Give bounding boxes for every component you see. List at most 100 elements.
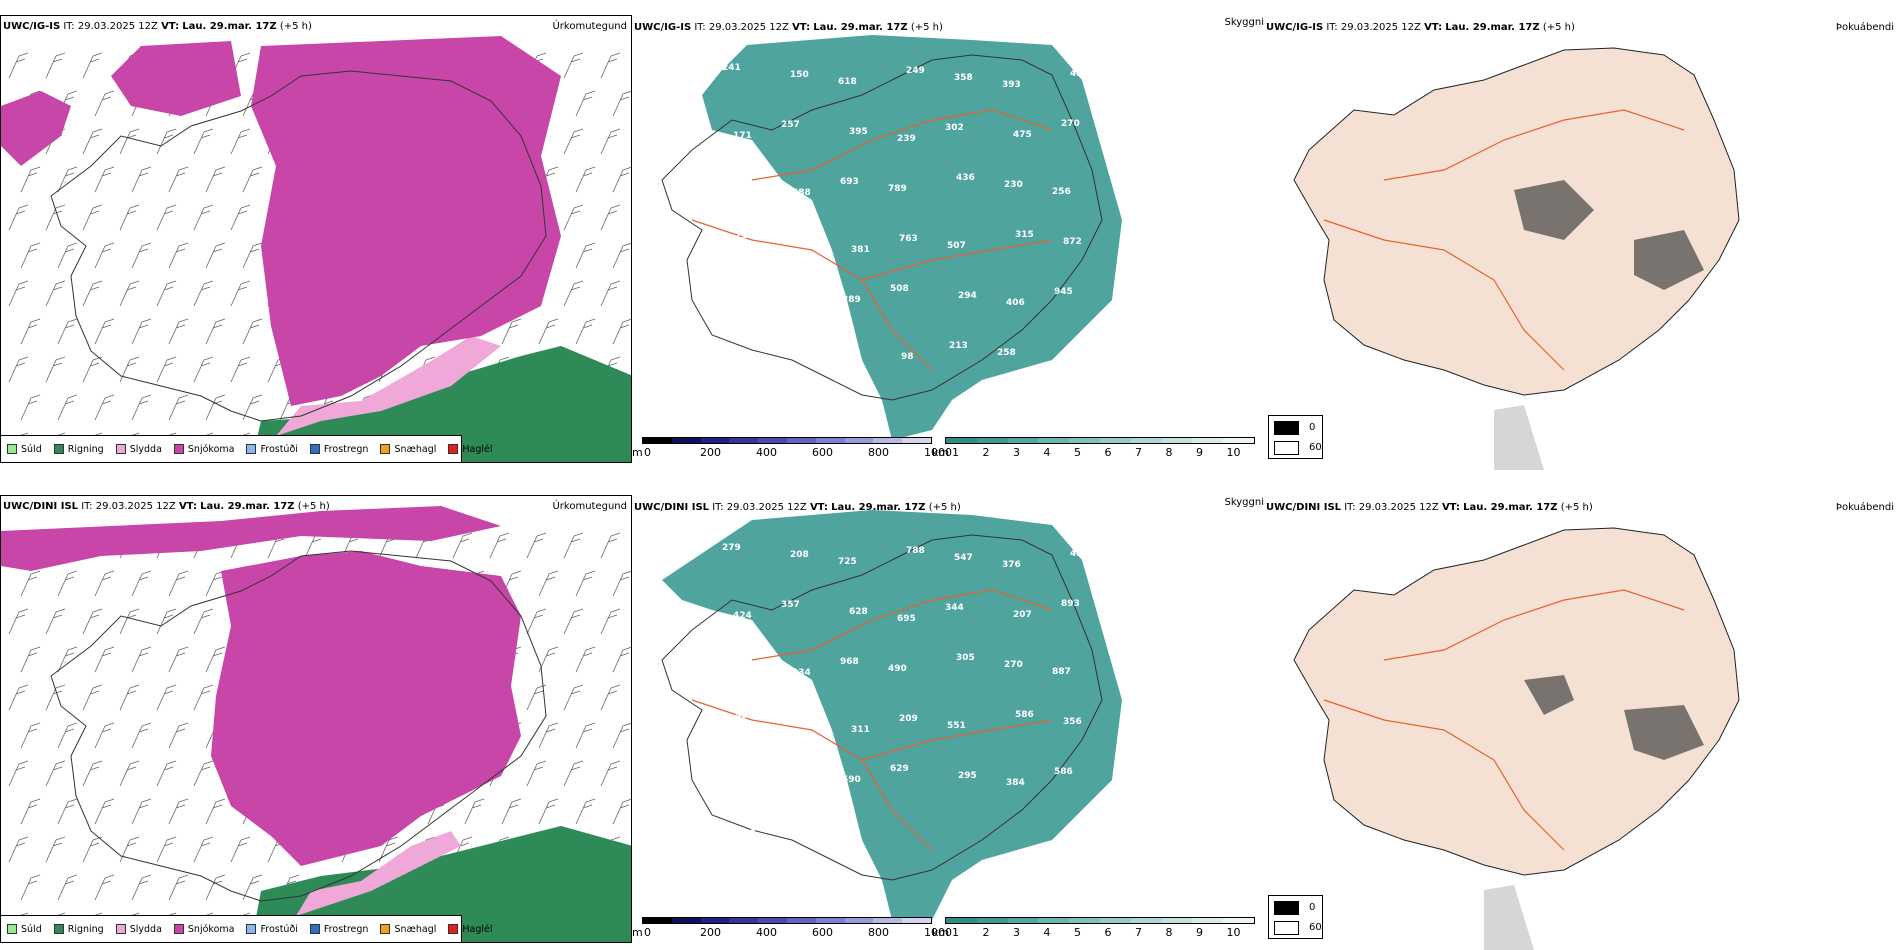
snow-area [1, 506, 521, 866]
colorbar-cell [976, 438, 1008, 443]
legend-item-rigning: Rigning [53, 444, 104, 455]
elevation-label: 406 [1006, 298, 1025, 308]
elevation-label: 281 [724, 661, 743, 671]
colorbar-cell [643, 438, 672, 443]
wind-barb [193, 128, 214, 155]
wind-barb [82, 760, 103, 787]
wind-barb [119, 836, 140, 863]
wind-barb [193, 356, 214, 383]
elevation-label: 586 [1054, 767, 1073, 777]
elevation-label: 586 [1015, 710, 1034, 720]
wind-barb [156, 204, 177, 231]
wind-barb [575, 242, 596, 269]
legend-label: Súld [21, 443, 42, 455]
wind-barb [156, 356, 177, 383]
iceland-outline [50, 70, 547, 422]
wind-barb [452, 532, 473, 559]
wind-barb [230, 204, 251, 231]
wind-barb [600, 128, 621, 155]
elevation-label: 380 [783, 238, 802, 248]
wind-barb [563, 608, 584, 635]
wind-barb [82, 204, 103, 231]
wind-barb [230, 836, 251, 863]
panel-title: Þokuábendi [1835, 22, 1894, 33]
wind-barb [20, 242, 41, 269]
land-area [1293, 47, 1740, 396]
wind-barb [82, 52, 103, 79]
elevation-colorbar [642, 437, 932, 444]
wind-barb [193, 760, 214, 787]
wind-barb [8, 760, 29, 787]
fog-panel: UWC/DINI ISL IT: 29.03.2025 12Z VT: Lau.… [1264, 480, 1900, 950]
sleet-area [276, 336, 501, 436]
legend-swatch [309, 444, 320, 454]
elevation-label: 207 [1013, 610, 1032, 620]
wind-barb [168, 394, 189, 421]
fog-legend-60-swatch [1274, 921, 1299, 935]
elevation-label: 304 [833, 345, 852, 355]
elevation-label: 295 [958, 771, 977, 781]
elevation-label: 357 [781, 600, 800, 610]
wind-barb [242, 394, 263, 421]
sleet-area [296, 831, 461, 916]
fog-panel: UWC/IG-IS IT: 29.03.2025 12Z VT: Lau. 29… [1264, 0, 1900, 470]
wind-barb [156, 836, 177, 863]
legend-label: Slydda [129, 443, 162, 455]
wind-barb [8, 608, 29, 635]
elevation-label: 150 [790, 70, 809, 80]
legend-swatch [448, 444, 459, 454]
wind-barb [94, 798, 115, 825]
wind-barb [20, 722, 41, 749]
elevation-label: 213 [949, 341, 968, 351]
colorbar-tick: 0 [644, 446, 651, 459]
wind-barb [82, 356, 103, 383]
wind-barb [538, 570, 559, 597]
snow-area [1, 36, 561, 406]
rain-area [251, 826, 631, 942]
elevation-label: 182 [726, 299, 745, 309]
wind-barb [57, 318, 78, 345]
panel-header: UWC/IG-IS IT: 29.03.2025 12Z VT: Lau. 29… [3, 21, 312, 32]
panel-title: Þokuábendi [1835, 502, 1894, 513]
wind-barb [131, 570, 152, 597]
wind-barb [119, 608, 140, 635]
wind-barb [612, 90, 631, 117]
elevation-label: 98 [901, 352, 914, 362]
fog-legend-0-swatch [1274, 421, 1299, 435]
elevation-label: 893 [1061, 599, 1080, 609]
panel-title: Skyggni [1224, 17, 1264, 28]
legend-swatch [448, 924, 459, 934]
land-area [1293, 527, 1740, 876]
wind-barb [82, 280, 103, 307]
elevation-label: 315 [1015, 230, 1034, 240]
wind-barb [612, 570, 631, 597]
legend-label: Frostúði [260, 923, 298, 935]
wind-barb [600, 532, 621, 559]
legend-swatch [173, 444, 184, 454]
wind-barb [20, 166, 41, 193]
wind-barb [82, 608, 103, 635]
wind-barb [205, 798, 226, 825]
elevation-label: 424 [733, 611, 752, 621]
legend-label: Snæhagl [394, 443, 437, 455]
colorbar-cell [1130, 438, 1162, 443]
elevation-label: 358 [954, 73, 973, 83]
visibility-panel: 241 150 618 249 358 393 490 171 257 395 239 302 475 2… [632, 0, 1264, 470]
legend-label: Frostregn [323, 923, 369, 935]
wind-barb [20, 798, 41, 825]
colorbar-tick: m [632, 446, 643, 459]
colorbar-cell [844, 918, 874, 923]
elevation-label: 381 [851, 245, 870, 255]
elevation-label: 176 [1065, 355, 1084, 365]
legend-swatch [53, 924, 64, 934]
legend-item-snæhagl: Snæhagl [380, 444, 436, 455]
elevation-label: 872 [1063, 237, 1082, 247]
elevation-label: 294 [958, 291, 977, 301]
roads [691, 109, 1053, 371]
elevation-label: 695 [897, 614, 916, 624]
wind-barb [193, 608, 214, 635]
fog-map [1293, 527, 1740, 950]
elevation-labels: 241 150 618 249 358 393 490 171 257 395 239 302 475 2… [722, 63, 1089, 365]
elevation-label: 475 [1013, 130, 1032, 140]
wind-barb [526, 532, 547, 559]
